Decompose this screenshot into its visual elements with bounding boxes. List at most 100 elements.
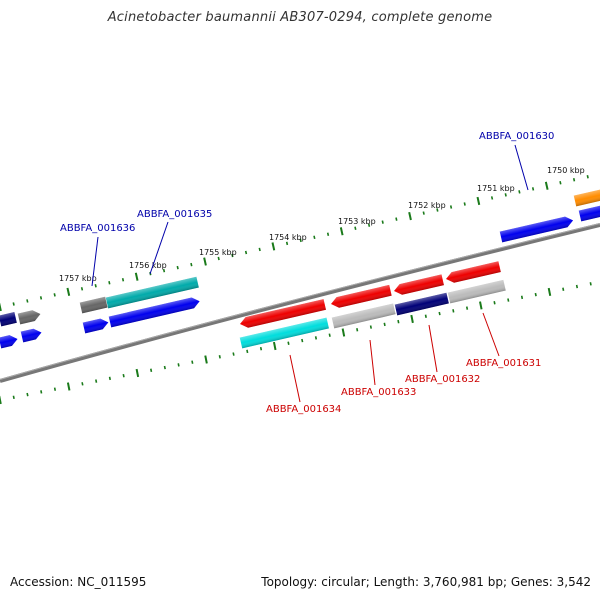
gene-label[interactable]: ABBFA_001636 <box>60 223 135 234</box>
minor-tick <box>507 298 510 302</box>
minor-tick <box>244 250 248 255</box>
minor-tick <box>575 284 579 289</box>
minor-tick <box>177 363 180 367</box>
gene-feature[interactable] <box>331 303 396 329</box>
major-tick <box>272 341 277 351</box>
kbp-marker-labels: 1750 kbp 1751 kbp 1752 kbp 1753 kbp 1754 kbp… <box>59 166 585 283</box>
map-title: Acinetobacter baumannii AB307-0294, comp… <box>107 10 493 25</box>
minor-tick <box>504 193 507 197</box>
gene-feature[interactable] <box>17 309 42 325</box>
gene-label[interactable]: ABBFA_001633 <box>341 387 416 398</box>
minor-tick <box>26 299 29 303</box>
minor-tick <box>328 333 331 337</box>
minor-tick <box>218 355 221 359</box>
minor-tick <box>80 287 84 291</box>
major-tick <box>204 355 208 364</box>
genome-summary: Topology: circular; Length: 3,760,981 bp… <box>261 575 591 589</box>
gene-feature[interactable] <box>0 312 17 327</box>
minor-tick <box>121 277 125 282</box>
major-tick <box>547 287 552 297</box>
gene-feature-red[interactable] <box>239 299 327 329</box>
gene-label[interactable]: ABBFA_001634 <box>266 404 341 415</box>
accession-info: Accession: NC_011595 <box>10 575 146 589</box>
minor-tick <box>246 349 249 354</box>
minor-tick <box>162 268 166 273</box>
backbone-highlight <box>0 223 600 380</box>
major-tick <box>135 368 140 378</box>
topology-value: circular <box>321 575 366 589</box>
gene-label[interactable]: ABBFA_001630 <box>479 131 554 142</box>
minor-tick <box>369 325 372 329</box>
gene-feature-teal[interactable] <box>105 276 199 309</box>
minor-tick <box>53 293 56 297</box>
minor-tick <box>354 226 357 230</box>
minor-tick <box>518 190 521 194</box>
major-tick <box>479 301 483 310</box>
minor-tick <box>122 373 125 378</box>
gene-feature[interactable] <box>499 215 575 243</box>
minor-tick <box>589 282 592 286</box>
gene-feature[interactable] <box>394 292 449 316</box>
minor-tick <box>176 265 179 270</box>
gene-feature-red[interactable] <box>330 284 392 309</box>
gene-feature[interactable] <box>108 296 201 328</box>
kbp-marker-label: 1750 kbp <box>547 166 585 175</box>
minor-tick <box>259 346 263 351</box>
minor-tick <box>463 202 466 206</box>
gene-label[interactable]: ABBFA_001632 <box>405 374 480 385</box>
kbp-marker-label: 1751 kbp <box>477 184 515 193</box>
minor-tick <box>301 338 304 343</box>
major-tick <box>339 227 344 236</box>
inner-tick-ring <box>0 282 592 405</box>
accession-value: NC_011595 <box>77 575 147 589</box>
minor-tick <box>287 341 290 345</box>
minor-tick <box>562 287 565 291</box>
gene-feature[interactable] <box>447 279 506 304</box>
gene-leader-line <box>149 221 169 275</box>
gene-feature-cyan[interactable] <box>239 317 329 349</box>
gene-feature[interactable] <box>0 334 19 349</box>
major-tick <box>271 242 276 251</box>
minor-tick <box>217 256 220 261</box>
minor-tick <box>438 311 441 316</box>
major-tick <box>134 272 139 281</box>
minor-tick <box>383 322 386 327</box>
minor-tick <box>285 241 289 246</box>
minor-tick <box>95 379 98 383</box>
minor-tick <box>108 376 111 381</box>
major-tick <box>476 196 481 206</box>
minor-tick <box>465 306 469 310</box>
minor-tick <box>150 368 153 373</box>
minor-tick <box>490 196 494 200</box>
minor-tick <box>314 336 318 340</box>
gene-feature[interactable] <box>79 296 108 314</box>
gene-feature[interactable] <box>20 327 43 343</box>
gene-label[interactable]: ABBFA_001631 <box>466 358 541 369</box>
minor-tick <box>395 217 398 221</box>
gene-feature-red[interactable] <box>393 274 444 296</box>
minor-tick <box>586 174 589 179</box>
gene-feature[interactable] <box>578 205 600 222</box>
major-tick <box>0 302 2 312</box>
minor-tick <box>313 235 316 240</box>
gene-label[interactable]: ABBFA_001635 <box>137 209 212 220</box>
minor-tick <box>258 247 261 252</box>
major-tick <box>341 328 346 337</box>
minor-tick <box>190 262 193 267</box>
kbp-marker-label: 1754 kbp <box>269 233 307 242</box>
gene-feature-orange[interactable] <box>573 188 600 207</box>
minor-tick <box>493 301 496 305</box>
kbp-marker-label: 1755 kbp <box>199 248 237 257</box>
minor-tick <box>232 352 235 356</box>
genome-backbone <box>0 223 600 383</box>
kbp-marker-label: 1752 kbp <box>408 201 446 210</box>
minor-tick <box>326 232 330 237</box>
gene-feature-red[interactable] <box>445 261 501 284</box>
minor-tick <box>531 187 535 191</box>
minor-tick <box>94 284 97 288</box>
genes-label: Genes: <box>510 575 553 589</box>
major-tick <box>0 395 2 405</box>
gene-feature[interactable] <box>82 317 110 334</box>
